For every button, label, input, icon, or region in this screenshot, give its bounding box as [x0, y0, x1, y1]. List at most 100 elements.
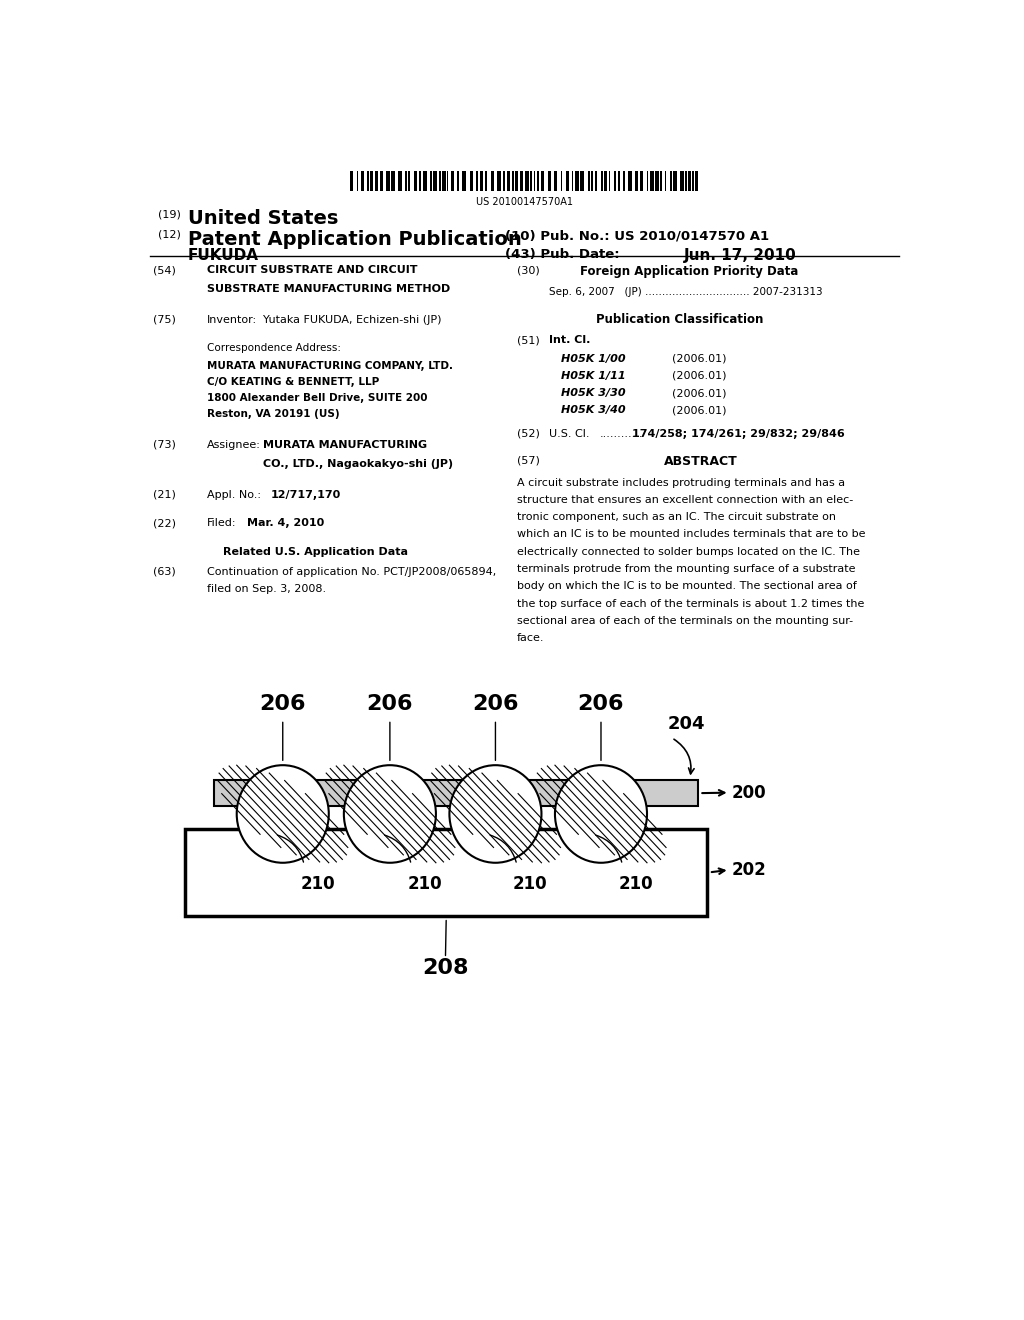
Bar — [660, 170, 662, 191]
Ellipse shape — [344, 766, 436, 863]
Bar — [419, 170, 421, 191]
Bar — [571, 170, 573, 191]
Text: filed on Sep. 3, 2008.: filed on Sep. 3, 2008. — [207, 585, 327, 594]
Text: Mar. 4, 2010: Mar. 4, 2010 — [247, 519, 325, 528]
Text: 206: 206 — [578, 694, 625, 714]
Bar — [470, 170, 473, 191]
Text: A circuit substrate includes protruding terminals and has a: A circuit substrate includes protruding … — [517, 478, 845, 487]
Text: MURATA MANUFACTURING: MURATA MANUFACTURING — [263, 440, 427, 450]
Bar — [447, 170, 449, 191]
Bar — [498, 170, 501, 191]
Bar — [404, 170, 407, 191]
Bar — [185, 829, 708, 916]
Text: 206: 206 — [259, 694, 306, 714]
Text: (19): (19) — [158, 210, 181, 219]
Bar — [601, 170, 602, 191]
Text: (22): (22) — [154, 519, 176, 528]
Bar — [640, 170, 643, 191]
Text: (75): (75) — [154, 315, 176, 325]
Text: (54): (54) — [154, 265, 176, 275]
Bar — [480, 170, 482, 191]
Bar — [541, 170, 544, 191]
Text: United States: United States — [187, 210, 338, 228]
Text: 174/258; 174/261; 29/832; 29/846: 174/258; 174/261; 29/832; 29/846 — [632, 429, 845, 438]
Text: (73): (73) — [154, 440, 176, 450]
Text: 200: 200 — [731, 784, 766, 801]
Text: tronic component, such as an IC. The circuit substrate on: tronic component, such as an IC. The cir… — [517, 512, 836, 523]
Bar — [490, 170, 494, 191]
Bar — [670, 170, 672, 191]
Bar — [430, 170, 432, 191]
Text: Appl. No.:: Appl. No.: — [207, 490, 261, 500]
Bar — [438, 170, 440, 191]
Bar — [554, 170, 557, 191]
Bar — [356, 170, 358, 191]
Ellipse shape — [450, 766, 542, 863]
Bar — [635, 170, 638, 191]
Bar — [680, 170, 684, 191]
Text: Assignee:: Assignee: — [207, 440, 261, 450]
Text: (43) Pub. Date:: (43) Pub. Date: — [505, 248, 620, 261]
Text: Jun. 17, 2010: Jun. 17, 2010 — [684, 248, 797, 263]
Bar — [452, 170, 454, 191]
Bar — [409, 170, 410, 191]
Text: H05K 3/40: H05K 3/40 — [560, 405, 625, 416]
Text: body on which the IC is to be mounted. The sectional area of: body on which the IC is to be mounted. T… — [517, 581, 857, 591]
Text: the top surface of each of the terminals is about 1.2 times the: the top surface of each of the terminals… — [517, 598, 864, 609]
Bar — [588, 170, 590, 191]
Bar — [214, 780, 697, 805]
Bar — [608, 170, 610, 191]
Text: CO., LTD., Nagaokakyo-shi (JP): CO., LTD., Nagaokakyo-shi (JP) — [263, 459, 453, 469]
Bar — [624, 170, 626, 191]
Text: (63): (63) — [154, 568, 176, 577]
Bar — [512, 170, 514, 191]
Text: Publication Classification: Publication Classification — [596, 313, 764, 326]
Text: Reston, VA 20191 (US): Reston, VA 20191 (US) — [207, 409, 340, 420]
Bar — [628, 170, 632, 191]
Bar — [595, 170, 597, 191]
Text: 1800 Alexander Bell Drive, SUITE 200: 1800 Alexander Bell Drive, SUITE 200 — [207, 393, 428, 403]
Text: 206: 206 — [472, 694, 519, 714]
Bar — [423, 170, 427, 191]
Text: Continuation of application No. PCT/JP2008/065894,: Continuation of application No. PCT/JP20… — [207, 568, 497, 577]
Bar — [665, 170, 666, 191]
Text: 210: 210 — [513, 875, 548, 892]
Text: Yutaka FUKUDA, Echizen-shi (JP): Yutaka FUKUDA, Echizen-shi (JP) — [263, 315, 441, 325]
Bar — [375, 170, 378, 191]
Bar — [548, 170, 551, 191]
Text: US 20100147570A1: US 20100147570A1 — [476, 197, 573, 207]
Text: (52): (52) — [517, 429, 540, 438]
Text: 202: 202 — [731, 861, 766, 879]
Text: ABSTRACT: ABSTRACT — [664, 455, 737, 469]
Bar — [386, 170, 389, 191]
Text: sectional area of each of the terminals on the mounting sur-: sectional area of each of the terminals … — [517, 616, 853, 626]
Text: SUBSTRATE MANUFACTURING METHOD: SUBSTRATE MANUFACTURING METHOD — [207, 284, 451, 294]
Bar — [604, 170, 607, 191]
Bar — [457, 170, 459, 191]
Bar — [692, 170, 694, 191]
Bar — [650, 170, 653, 191]
Bar — [617, 170, 620, 191]
Text: (2006.01): (2006.01) — [672, 405, 726, 416]
Bar — [655, 170, 658, 191]
Bar — [476, 170, 478, 191]
Text: structure that ensures an excellent connection with an elec-: structure that ensures an excellent conn… — [517, 495, 853, 504]
Bar — [442, 170, 445, 191]
Bar — [530, 170, 532, 191]
Text: H05K 1/11: H05K 1/11 — [560, 371, 625, 381]
Text: ............: ............ — [600, 429, 644, 438]
Bar — [574, 170, 579, 191]
Bar — [524, 170, 528, 191]
Bar — [566, 170, 568, 191]
Bar — [433, 170, 437, 191]
Text: Filed:: Filed: — [207, 519, 237, 528]
Text: terminals protrude from the mounting surface of a substrate: terminals protrude from the mounting sur… — [517, 564, 855, 574]
Bar — [646, 170, 648, 191]
Text: 206: 206 — [367, 694, 413, 714]
Text: 204: 204 — [668, 714, 706, 733]
Text: Patent Application Publication: Patent Application Publication — [187, 230, 521, 248]
Text: (12): (12) — [158, 230, 181, 239]
Bar — [350, 170, 353, 191]
Text: FUKUDA: FUKUDA — [187, 248, 258, 263]
Text: 12/717,170: 12/717,170 — [270, 490, 341, 500]
